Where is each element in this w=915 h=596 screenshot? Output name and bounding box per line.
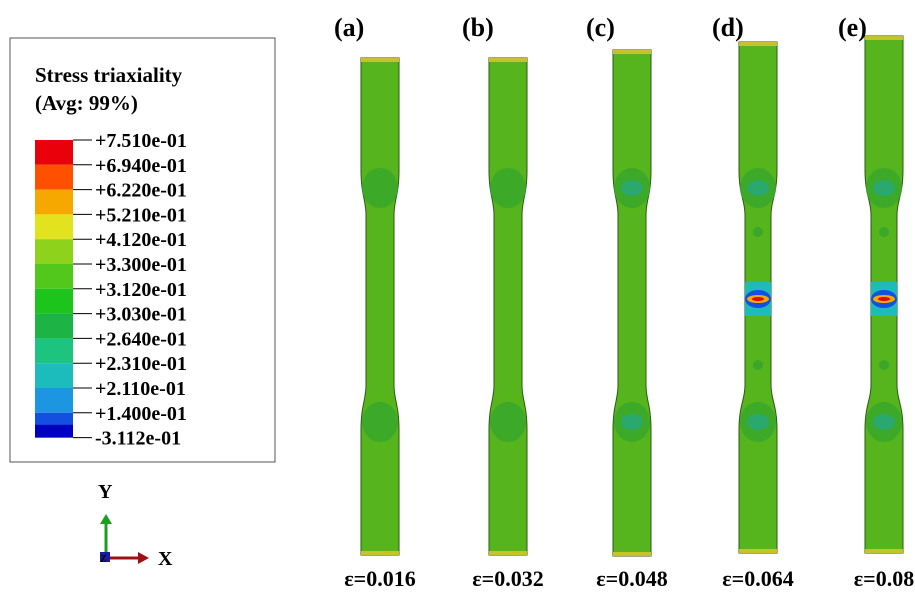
shoulder-contour <box>490 402 526 442</box>
y-arrow-head <box>100 514 112 524</box>
panel-label: (d) <box>712 13 744 42</box>
strain-label: ε=0.064 <box>722 566 793 591</box>
specimen-end <box>739 42 777 46</box>
color-swatch <box>35 165 73 190</box>
panels: (a) ε=0.016 (b) ε=0.032 (c) ε=0.048 (d) ε=0.064… <box>334 13 914 591</box>
specimen-end <box>613 552 651 556</box>
specimen <box>361 58 399 555</box>
specimen-body <box>613 50 651 556</box>
legend-label: +2.310e-01 <box>95 353 187 375</box>
specimen-end <box>489 551 527 555</box>
specimen-end <box>739 549 777 553</box>
specimen <box>489 58 527 555</box>
shoulder-contour <box>362 402 398 442</box>
specimen-body <box>361 58 399 555</box>
legend-label: +4.120e-01 <box>95 229 187 251</box>
panel-label: (e) <box>838 13 867 42</box>
strain-label: ε=0.08 <box>854 566 914 591</box>
color-swatch <box>35 140 73 165</box>
panel-label: (c) <box>586 13 615 42</box>
color-swatch <box>35 314 73 339</box>
axis-triad: Y X Z <box>98 481 173 570</box>
legend-label: +3.030e-01 <box>95 304 187 326</box>
neck-contour <box>878 297 890 301</box>
shoulder-contour <box>747 414 769 430</box>
y-label: Y <box>98 481 113 503</box>
specimen <box>739 42 777 553</box>
legend-label: +2.110e-01 <box>95 378 186 400</box>
neck-spot <box>879 227 889 237</box>
neck-spot <box>879 360 889 370</box>
specimen-end <box>361 551 399 555</box>
x-arrow-head <box>138 552 149 564</box>
legend-title: Stress triaxiality <box>35 63 183 87</box>
figure: Stress triaxiality (Avg: 99%) +7.510e-01… <box>0 0 915 596</box>
neck-spot <box>753 360 763 370</box>
legend-label: +5.210e-01 <box>95 204 187 226</box>
specimen <box>865 36 903 553</box>
legend-label: +6.940e-01 <box>95 155 187 177</box>
color-swatch <box>35 264 73 289</box>
shoulder-contour <box>621 414 643 430</box>
color-swatch <box>35 388 73 413</box>
color-swatch <box>35 190 73 215</box>
neck-spot <box>753 227 763 237</box>
specimen-end <box>865 36 903 40</box>
color-swatch <box>35 289 73 314</box>
strain-label: ε=0.016 <box>344 566 415 591</box>
specimen-end <box>613 50 651 54</box>
strain-label: ε=0.048 <box>596 566 667 591</box>
strain-label: ε=0.032 <box>472 566 543 591</box>
shoulder-contour <box>873 414 895 430</box>
legend-label: -3.112e-01 <box>95 428 181 450</box>
specimen <box>613 50 651 556</box>
panel-label: (b) <box>462 13 494 42</box>
specimen-end <box>865 549 903 553</box>
neck-contour <box>752 297 764 301</box>
shoulder-contour <box>621 180 643 196</box>
legend-subtitle: (Avg: 99%) <box>35 91 138 115</box>
color-swatch <box>35 425 73 438</box>
color-swatch <box>35 239 73 264</box>
shoulder-contour <box>490 168 526 208</box>
shoulder-contour <box>747 180 769 196</box>
specimen-end <box>489 58 527 62</box>
color-swatch <box>35 338 73 363</box>
legend-label: +3.120e-01 <box>95 279 187 301</box>
legend-label: +6.220e-01 <box>95 180 187 202</box>
color-swatch <box>35 214 73 239</box>
legend-label: +2.640e-01 <box>95 328 187 350</box>
legend-label: +3.300e-01 <box>95 254 187 276</box>
x-label: X <box>158 548 173 570</box>
shoulder-contour <box>873 180 895 196</box>
color-swatch <box>35 363 73 388</box>
legend-label: +1.400e-01 <box>95 403 187 425</box>
legend-label: +7.510e-01 <box>95 130 187 152</box>
shoulder-contour <box>362 168 398 208</box>
specimen-end <box>361 58 399 62</box>
specimen-body <box>489 58 527 555</box>
panel-label: (a) <box>334 13 364 42</box>
z-label: Z <box>100 554 107 565</box>
